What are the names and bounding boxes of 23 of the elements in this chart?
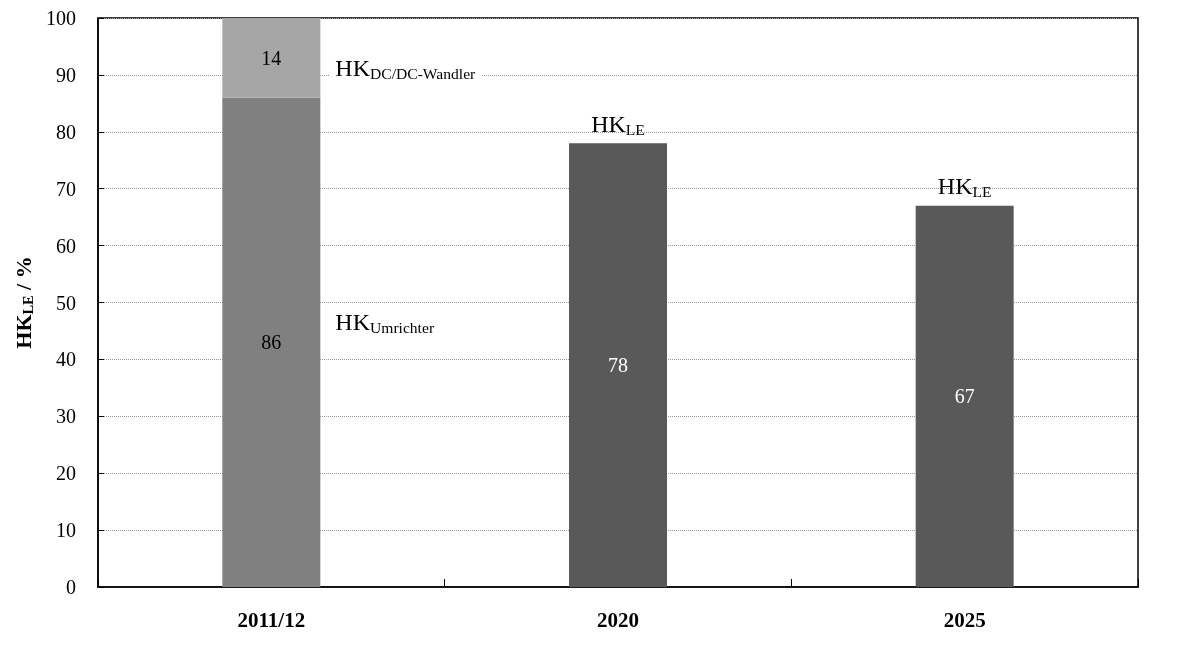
y-tick-label: 90 bbox=[56, 63, 76, 86]
y-tick-label: 0 bbox=[66, 576, 76, 598]
y-tick-label: 100 bbox=[46, 7, 76, 29]
y-tick-label: 50 bbox=[56, 291, 76, 314]
data-label: 78 bbox=[608, 354, 628, 377]
data-label: 14 bbox=[261, 46, 282, 69]
data-label: 67 bbox=[954, 385, 975, 408]
y-tick-label: 60 bbox=[56, 234, 76, 257]
bar bbox=[915, 205, 1014, 587]
x-tick-label: 2020 bbox=[597, 607, 639, 632]
data-label: 86 bbox=[261, 331, 282, 354]
y-tick-label: 30 bbox=[56, 405, 76, 428]
y-tick-label: 20 bbox=[56, 462, 76, 485]
bar bbox=[222, 18, 321, 98]
x-tick-label: 2011/12 bbox=[237, 607, 306, 632]
bar bbox=[569, 143, 667, 587]
y-tick-label: 80 bbox=[56, 120, 76, 143]
y-tick-label: 40 bbox=[56, 348, 76, 371]
y-tick-label: 10 bbox=[56, 519, 76, 542]
y-tick-label: 70 bbox=[56, 177, 76, 200]
y-axis-title: HKLE / % bbox=[10, 256, 37, 349]
bar bbox=[222, 97, 321, 587]
x-tick-label: 2025 bbox=[943, 607, 986, 632]
